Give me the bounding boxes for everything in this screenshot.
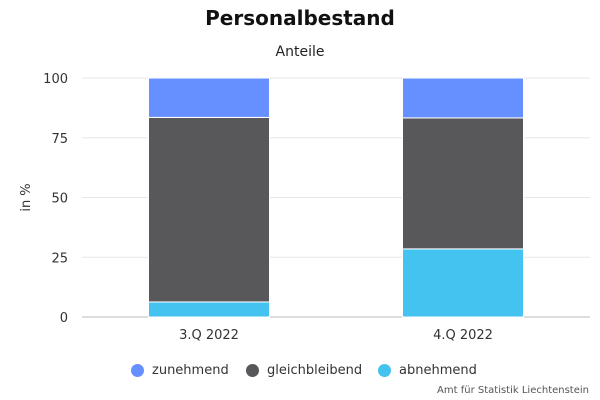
legend-item-abnehmend[interactable]: abnehmend: [378, 363, 477, 378]
legend-marker: [378, 364, 391, 377]
legend-label: zunehmend: [152, 363, 229, 378]
legend-item-zunehmend[interactable]: zunehmend: [131, 363, 229, 378]
legend-item-gleichbleibend[interactable]: gleichbleibend: [246, 363, 362, 378]
y-axis-label: in %: [19, 183, 34, 211]
bar-segment-zunehmend: [402, 77, 524, 119]
chart-title: Personalbestand: [205, 6, 395, 30]
legend-label: gleichbleibend: [267, 363, 363, 378]
chart-subtitle: Anteile: [275, 44, 325, 60]
x-tick-label: 3.Q 2022: [179, 328, 239, 343]
legend-marker: [131, 364, 144, 377]
y-tick-label: 75: [51, 132, 68, 147]
x-tick-label: 4.Q 2022: [433, 328, 493, 343]
y-tick-label: 0: [60, 311, 68, 326]
bar-segment-abnehmend: [402, 248, 524, 318]
legend-marker: [246, 364, 259, 377]
y-tick-label: 25: [51, 251, 68, 266]
bar-segment-gleichbleibend: [402, 117, 524, 250]
legend: zunehmend gleichbleibend abnehmend: [0, 363, 600, 383]
bar-segment-abnehmend: [148, 301, 270, 318]
bar-chart: 0 25 50 75 100 in % 3.Q 2022 4.Q 2022: [19, 72, 590, 343]
bar-segment-gleichbleibend: [148, 116, 270, 303]
source-credit: Amt für Statistik Liechtenstein: [437, 385, 589, 396]
legend-label: abnehmend: [399, 363, 477, 378]
bar-segment-zunehmend: [148, 77, 270, 118]
y-tick-label: 50: [51, 192, 68, 207]
y-tick-label: 100: [43, 72, 68, 87]
